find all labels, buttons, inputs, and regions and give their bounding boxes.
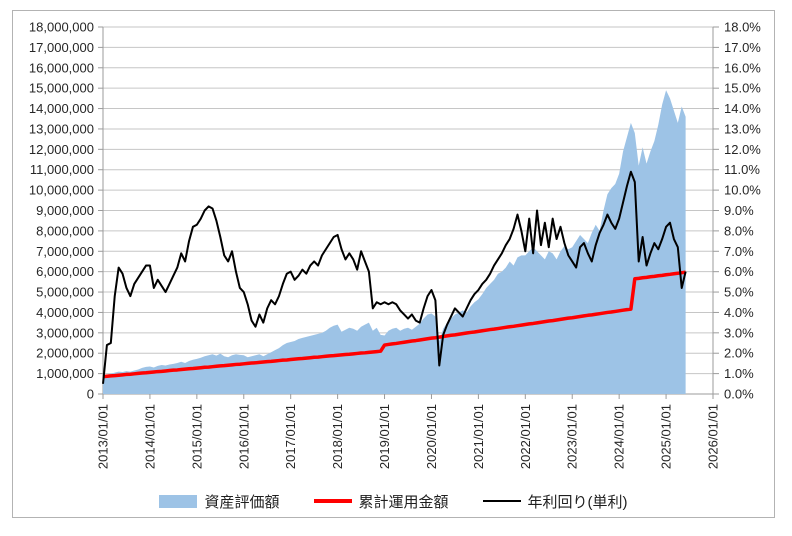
series-area-asset-value — [103, 90, 686, 395]
x-axis-tick-label: 2017/01/01 — [283, 404, 298, 469]
legend: 資産評価額 累計運用金額 年利回り(単利) — [12, 488, 775, 514]
x-axis-labels: 2013/01/01 2014/01/01 2015/01/01 2016/01/01… — [96, 404, 721, 469]
series-line-annual-yield — [102, 170, 687, 384]
series-line-cumulative-investment — [102, 270, 686, 379]
y-axis-right-labels: 18.0% 17.0% 16.0% 15.0% 14.0% 13.0% 12.0% 11.0%… — [724, 20, 761, 402]
y-axis-right-tick-label: 0.0% — [724, 387, 754, 402]
y-axis-left-tick-label: 4,000,000 — [36, 305, 94, 320]
y-axis-right-tick-label: 7.0% — [724, 244, 754, 259]
y-axis-left-tick-label: 15,000,000 — [29, 81, 94, 96]
y-axis-right-tick-label: 4.0% — [724, 305, 754, 320]
legend-item-annual-yield: 年利回り(単利) — [482, 491, 628, 512]
x-axis-tick-label: 2018/01/01 — [330, 404, 345, 469]
x-axis-tick-label: 2015/01/01 — [189, 404, 204, 469]
y-axis-left-tick-label: 9,000,000 — [36, 203, 94, 218]
y-axis-right-tick-label: 17.0% — [724, 40, 761, 55]
x-axis-tick-label: 2026/01/01 — [706, 404, 721, 469]
y-axis-left-tick-label: 10,000,000 — [29, 183, 94, 198]
x-axis-tick-label: 2023/01/01 — [565, 404, 580, 469]
y-axis-left-tick-label: 18,000,000 — [29, 20, 94, 35]
x-axis-tick-label: 2016/01/01 — [236, 404, 251, 469]
y-axis-right-tick-label: 5.0% — [724, 285, 754, 300]
series — [102, 90, 687, 395]
y-axis-right-tick-label: 14.0% — [724, 101, 761, 116]
y-axis-right-tick-label: 16.0% — [724, 60, 761, 75]
x-axis-tick-label: 2025/01/01 — [659, 404, 674, 469]
x-axis-tick-label: 2022/01/01 — [518, 404, 533, 469]
chart-border — [12, 10, 775, 518]
y-axis-right-tick-label: 8.0% — [724, 223, 754, 238]
x-axis-tick-label: 2013/01/01 — [96, 404, 111, 469]
y-axis-left-tick-label: 6,000,000 — [36, 264, 94, 279]
y-axis-right-tick-label: 2.0% — [724, 346, 754, 361]
y-axis-left-tick-label: 8,000,000 — [36, 223, 94, 238]
y-axis-right-tick-label: 3.0% — [724, 325, 754, 340]
x-axis-tick-label: 2019/01/01 — [377, 404, 392, 469]
y-axis-right-tick-label: 12.0% — [724, 142, 761, 157]
y-axis-right-tick-label: 9.0% — [724, 203, 754, 218]
legend-swatch-red-line-icon — [313, 499, 352, 503]
legend-swatch-black-line-icon — [482, 500, 521, 502]
y-axis-left-labels: 18,000,000 17,000,000 16,000,000 15,000,000… — [29, 20, 94, 402]
y-axis-left-tick-label: 1,000,000 — [36, 366, 94, 381]
y-axis-left-tick-label: 3,000,000 — [36, 325, 94, 340]
y-axis-left-tick-label: 14,000,000 — [29, 101, 94, 116]
legend-item-asset-value: 資産評価額 — [159, 491, 280, 512]
y-axis-left-tick-label: 17,000,000 — [29, 40, 94, 55]
legend-label-asset-value: 資産評価額 — [204, 493, 280, 511]
x-axis-tick-label: 2020/01/01 — [424, 404, 439, 469]
y-axis-left-tick-label: 2,000,000 — [36, 346, 94, 361]
y-axis-left-tick-label: 0 — [87, 387, 94, 402]
y-axis-right-tick-label: 10.0% — [724, 183, 761, 198]
legend-swatch-area-icon — [159, 494, 198, 508]
y-axis-right-tick-label: 13.0% — [724, 121, 761, 136]
x-axis-tick-label: 2024/01/01 — [612, 404, 627, 469]
y-axis-left-tick-label: 13,000,000 — [29, 121, 94, 136]
legend-label-cumulative-investment: 累計運用金額 — [358, 493, 449, 511]
y-axis-left-tick-label: 16,000,000 — [29, 60, 94, 75]
x-axis-tick-label: 2021/01/01 — [471, 404, 486, 469]
y-axis-left-tick-label: 12,000,000 — [29, 142, 94, 157]
legend-item-cumulative-investment: 累計運用金額 — [313, 491, 449, 512]
y-axis-left-tick-label: 5,000,000 — [36, 285, 94, 300]
x-axis-tick-label: 2014/01/01 — [142, 404, 157, 469]
y-axis-right-tick-label: 18.0% — [724, 20, 761, 35]
y-axis-right-tick-label: 6.0% — [724, 264, 754, 279]
y-axis-right-tick-label: 11.0% — [724, 162, 760, 177]
legend-label-annual-yield: 年利回り(単利) — [527, 493, 628, 511]
y-axis-right-tick-label: 15.0% — [724, 81, 761, 96]
y-axis-left-tick-label: 7,000,000 — [36, 244, 94, 259]
y-axis-left-tick-label: 11,000,000 — [30, 162, 94, 177]
y-axis-right-tick-label: 1.0% — [724, 366, 754, 381]
